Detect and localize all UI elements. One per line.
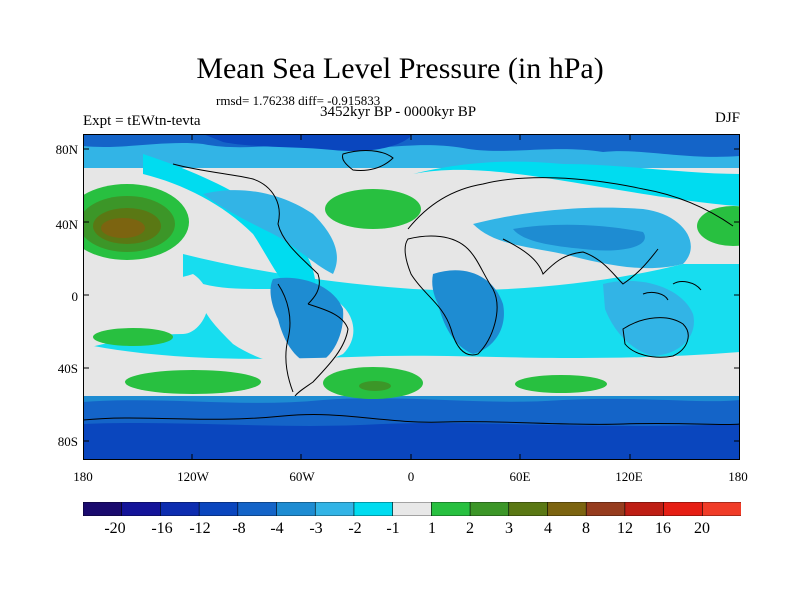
colorbar-swatch <box>353 502 394 516</box>
colorbar-swatch <box>314 502 355 516</box>
north-america-coast <box>172 163 320 305</box>
period-subtitle: 3452kyr BP - 0000kyr BP <box>320 104 477 120</box>
lat-tick-40n: 40N <box>55 217 78 232</box>
colorbar-swatch <box>701 502 741 516</box>
colorbar-swatch <box>276 502 317 516</box>
colorbar-swatch <box>508 502 549 516</box>
lon-tick-60e: 60E <box>509 469 531 484</box>
antarctica-coast <box>83 414 740 426</box>
lon-tick-120e: 120E <box>615 469 643 484</box>
south-america-coast <box>294 303 349 397</box>
east-pacific-neutral <box>83 264 209 349</box>
eurasia-coast <box>407 177 734 230</box>
colorbar-label: -8 <box>232 520 246 537</box>
pressure-anomaly-map <box>83 134 740 460</box>
asia-mid-blue <box>513 224 645 251</box>
season-label: DJF <box>714 110 740 126</box>
colorbar-label: -12 <box>189 520 211 537</box>
colorbar-swatch <box>160 502 200 516</box>
north-pacific-high-peak <box>101 218 145 238</box>
colorbar-label: -4 <box>270 520 284 537</box>
colorbar-label: 12 <box>617 520 633 537</box>
south-asia-coast <box>502 238 659 285</box>
colorbar-swatch <box>392 502 433 516</box>
lon-tick-0: 0 <box>407 469 415 484</box>
greenland-coast <box>342 150 394 171</box>
colorbar-label: -20 <box>104 520 126 537</box>
maritime-continent-coast <box>642 281 702 301</box>
eurasia-cyan <box>413 161 740 206</box>
colorbar-label: 16 <box>655 520 671 537</box>
experiment-label: Expt = tEWtn-tevta <box>83 113 201 129</box>
south-east-pacific-high <box>125 370 261 394</box>
colorbar-swatch <box>624 502 665 516</box>
lat-tick-80s: 80S <box>57 434 78 449</box>
colorbar-swatch <box>547 502 587 516</box>
lat-tick-80n: 80N <box>55 142 78 157</box>
lon-tick-180w: 180 <box>73 469 93 484</box>
lon-tick-60w: 60W <box>289 469 315 484</box>
colorbar-label: 1 <box>428 520 436 537</box>
colorbar-swatch <box>237 502 278 516</box>
colorbar-label: 4 <box>544 520 552 537</box>
south-atlantic-high-core <box>359 381 391 391</box>
colorbar-label: 20 <box>694 520 710 537</box>
colorbar-label: -3 <box>309 520 323 537</box>
north-atlantic-high <box>325 189 421 229</box>
australia-coast <box>622 317 689 358</box>
colorbar-swatch <box>585 502 626 516</box>
colorbar-swatch <box>198 502 239 516</box>
coastlines <box>83 150 740 426</box>
colorbar-label: -1 <box>386 520 400 537</box>
arctic-deep-low <box>203 134 413 152</box>
colorbar-swatch <box>121 502 162 516</box>
colorbar-swatch <box>83 502 123 516</box>
colorbar-label: 3 <box>505 520 513 537</box>
colorbar-label: -16 <box>151 520 173 537</box>
africa-low <box>432 270 504 354</box>
colorbar-label: -2 <box>348 520 362 537</box>
antarctic-deep-low <box>83 423 740 460</box>
colorbar <box>83 502 741 516</box>
colorbar-label: 8 <box>582 520 590 537</box>
stats-label: rmsd= 1.76238 diff= -0.915833 <box>216 93 381 108</box>
south-america-low <box>270 277 344 366</box>
colorbar-swatch <box>663 502 704 516</box>
colorbar-label: 2 <box>466 520 474 537</box>
lat-tick-40s: 40S <box>57 361 78 376</box>
south-america-west-coast <box>277 283 294 393</box>
colorbar-swatch <box>431 502 471 516</box>
colorbar-swatch <box>469 502 510 516</box>
lat-tick-0: 0 <box>71 289 79 304</box>
south-pacific-high <box>93 328 173 346</box>
west-pacific-high <box>697 206 740 246</box>
lon-tick-180e: 180 <box>728 469 748 484</box>
south-indian-high <box>515 375 607 393</box>
north-america-blue <box>203 190 337 274</box>
africa-coast <box>404 235 498 356</box>
axis-ticks <box>83 134 740 460</box>
lon-tick-120w: 120W <box>177 469 209 484</box>
map-title: Mean Sea Level Pressure (in hPa) <box>196 52 604 85</box>
